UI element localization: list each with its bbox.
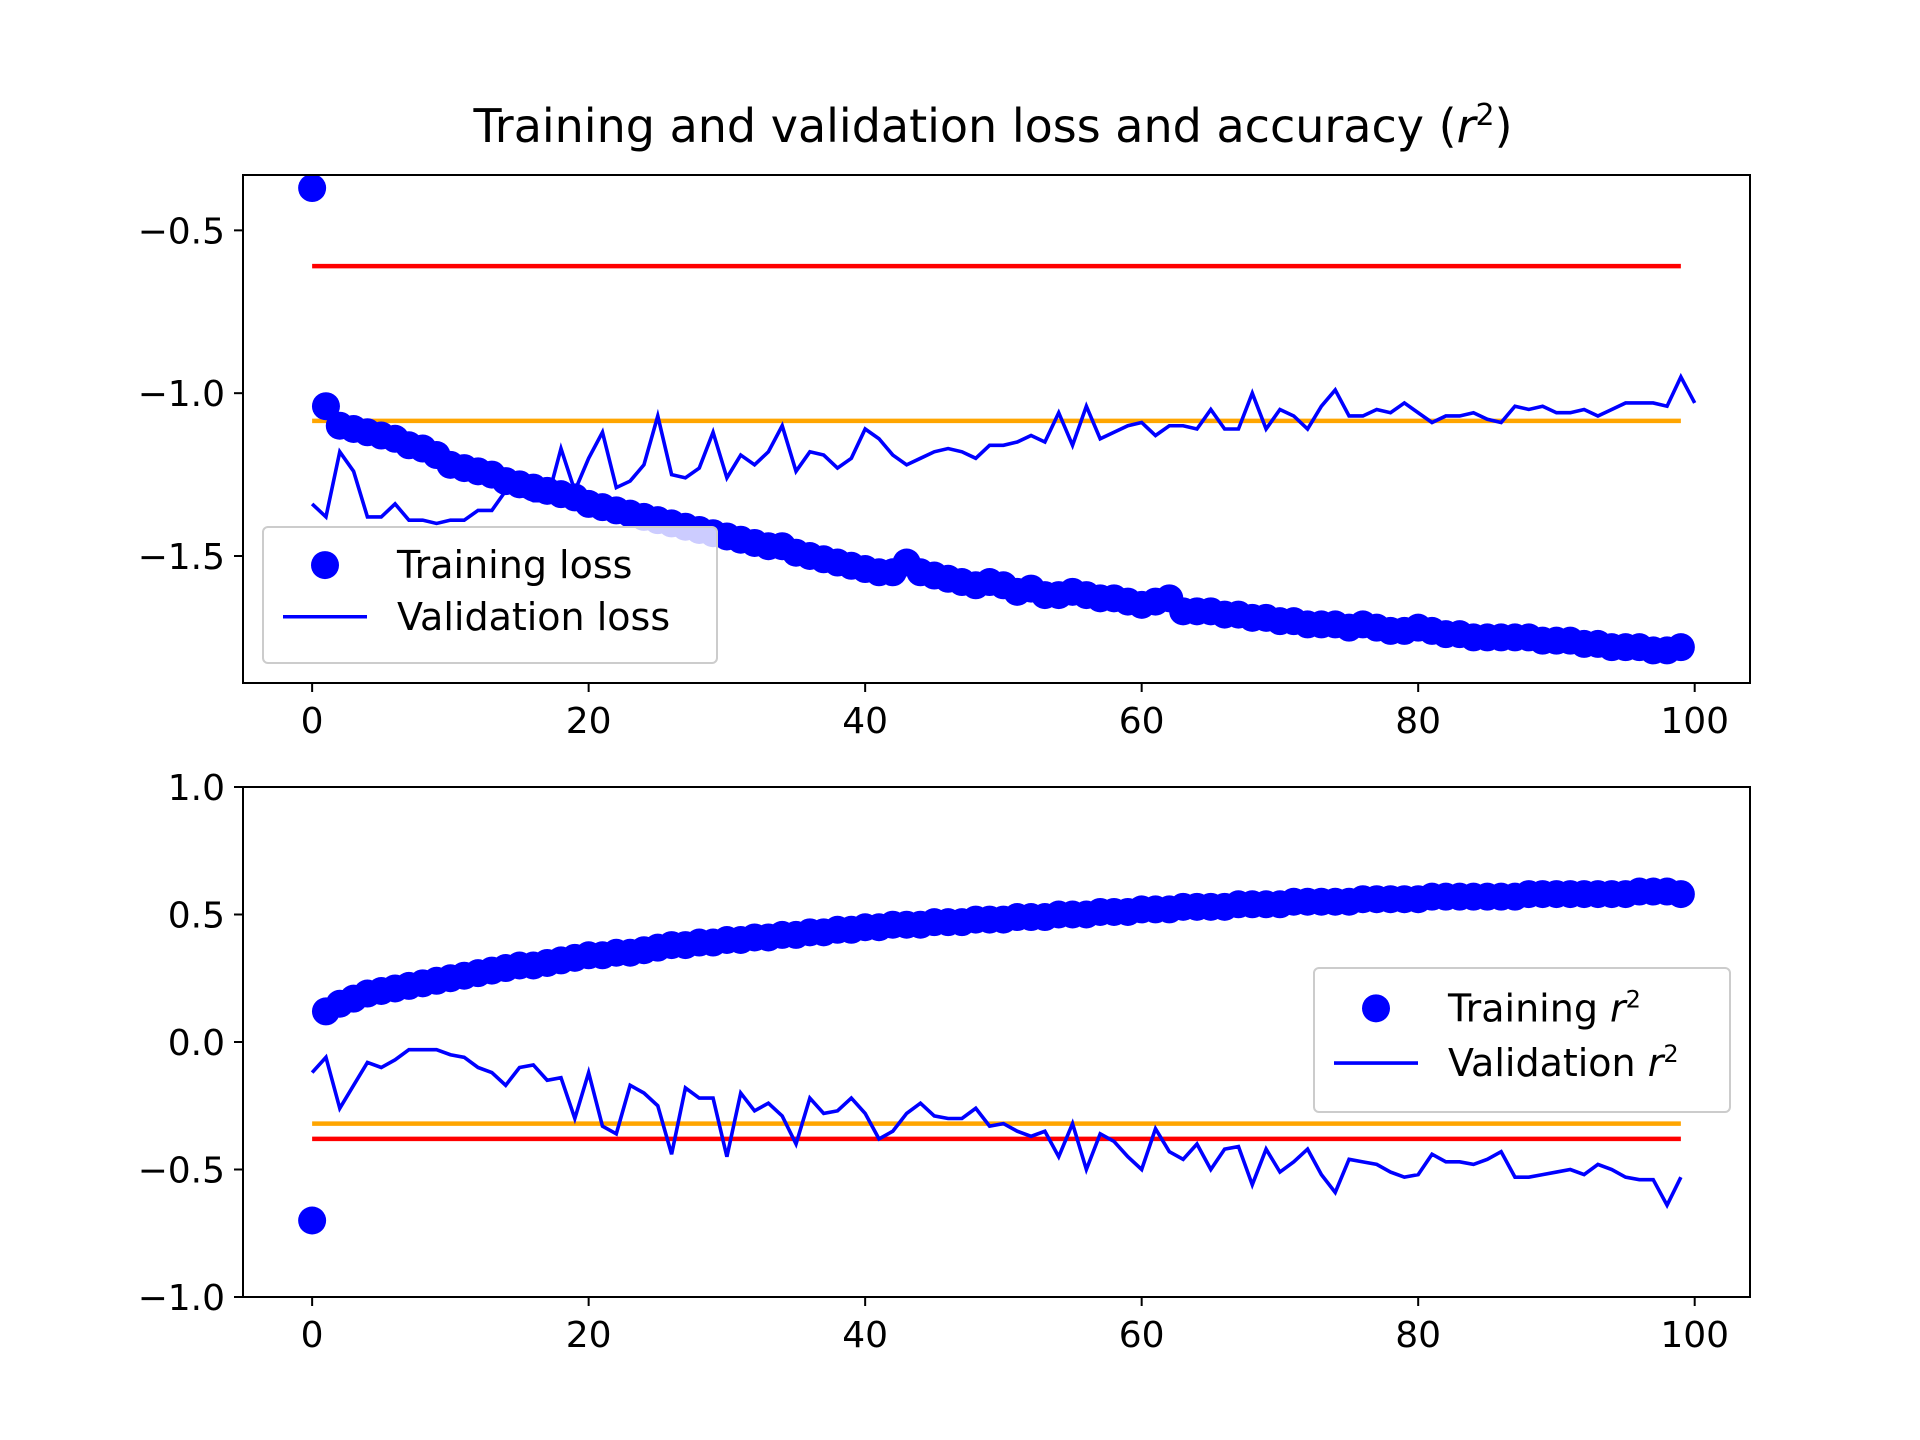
x-tick-label: 40	[842, 701, 888, 742]
legend-label: Validation r2	[1448, 1040, 1679, 1085]
figure-title: Training and validation loss and accurac…	[472, 98, 1512, 154]
training-point	[298, 1206, 327, 1235]
legend: Training r2 Validation r2	[1313, 967, 1731, 1113]
x-tick-label: 20	[566, 701, 612, 742]
y-tick-label: 0.0	[168, 1023, 225, 1064]
legend-label: Validation loss	[397, 595, 670, 639]
legend-marker-handle	[311, 551, 339, 580]
training-point	[311, 392, 340, 421]
r2-subplot: 0 20 40 60 80 100 1.0 0.5 0.0 −0.5 −1.0 Training r2…	[138, 768, 1751, 1356]
y-tick-label: −1.0	[138, 374, 225, 415]
axes-frame	[242, 174, 1751, 684]
x-tick-label: 60	[1119, 701, 1165, 742]
x-tick-label: 60	[1119, 1315, 1165, 1356]
x-tick-label: 0	[301, 701, 324, 742]
x-tick-label: 20	[566, 1315, 612, 1356]
training-series-markers	[298, 175, 1695, 665]
y-tick-label: −1.0	[138, 1278, 225, 1319]
plot-area	[298, 175, 1697, 665]
loss-subplot: 0 20 40 60 80 100 −0.5 −1.0 −1.5 Training loss Val…	[138, 174, 1751, 742]
x-tick-label: 80	[1395, 1315, 1441, 1356]
training-point	[1666, 880, 1695, 909]
plot-area	[298, 877, 1695, 1235]
x-tick-label: 0	[301, 1315, 324, 1356]
legend-marker-handle	[1362, 994, 1390, 1023]
training-point	[1666, 633, 1695, 662]
x-tick-label: 100	[1660, 1315, 1729, 1356]
validation-series-line	[310, 372, 1697, 526]
y-tick-label: −0.5	[138, 1151, 225, 1192]
legend-label: Training r2	[1447, 985, 1641, 1030]
y-tick-label: −0.5	[138, 211, 225, 252]
y-tick-label: −1.5	[138, 537, 225, 578]
legend: Training loss Validation loss	[262, 526, 718, 664]
training-series-markers	[298, 877, 1695, 1235]
legend-box	[1313, 967, 1731, 1113]
legend-label: Training loss	[396, 543, 632, 587]
x-tick-label: 80	[1395, 701, 1441, 742]
y-tick-label: 1.0	[168, 768, 225, 809]
legend-box	[262, 526, 718, 664]
y-tick-label: 0.5	[168, 896, 225, 937]
x-tick-label: 100	[1660, 701, 1729, 742]
x-tick-label: 40	[842, 1315, 888, 1356]
training-point	[298, 175, 327, 203]
validation-series-line	[310, 1047, 1683, 1210]
